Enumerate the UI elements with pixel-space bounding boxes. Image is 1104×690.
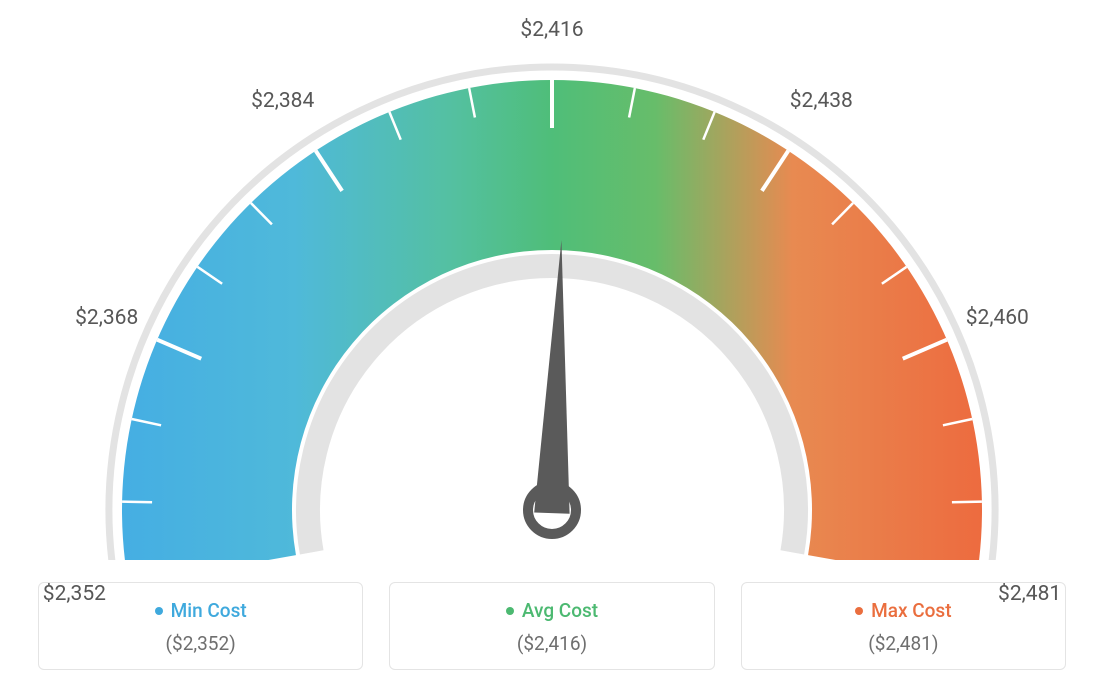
dot-icon [506, 607, 514, 615]
legend-label-avg: Avg Cost [506, 599, 598, 622]
legend-label-min: Min Cost [155, 599, 247, 622]
legend-label-max: Max Cost [855, 599, 951, 622]
legend-label-min-text: Min Cost [171, 599, 247, 622]
legend-row: Min Cost ($2,352) Avg Cost ($2,416) Max … [38, 582, 1066, 670]
legend-label-avg-text: Avg Cost [522, 599, 598, 622]
legend-label-max-text: Max Cost [871, 599, 951, 622]
gauge-scale-label: $2,438 [790, 89, 853, 113]
legend-value-avg: ($2,416) [400, 632, 703, 655]
gauge-area: $2,352$2,368$2,384$2,416$2,438$2,460$2,4… [0, 0, 1104, 560]
legend-value-max: ($2,481) [752, 632, 1055, 655]
gauge-scale-label: $2,384 [251, 89, 314, 113]
dot-icon [155, 607, 163, 615]
gauge-scale-label: $2,416 [520, 18, 583, 42]
legend-card-max: Max Cost ($2,481) [741, 582, 1066, 670]
gauge-scale-label: $2,460 [966, 306, 1029, 330]
gauge-chart-container: $2,352$2,368$2,384$2,416$2,438$2,460$2,4… [0, 0, 1104, 690]
gauge-svg [0, 0, 1104, 560]
legend-card-min: Min Cost ($2,352) [38, 582, 363, 670]
legend-value-min: ($2,352) [49, 632, 352, 655]
gauge-scale-label: $2,368 [75, 306, 138, 330]
legend-card-avg: Avg Cost ($2,416) [389, 582, 714, 670]
dot-icon [855, 607, 863, 615]
